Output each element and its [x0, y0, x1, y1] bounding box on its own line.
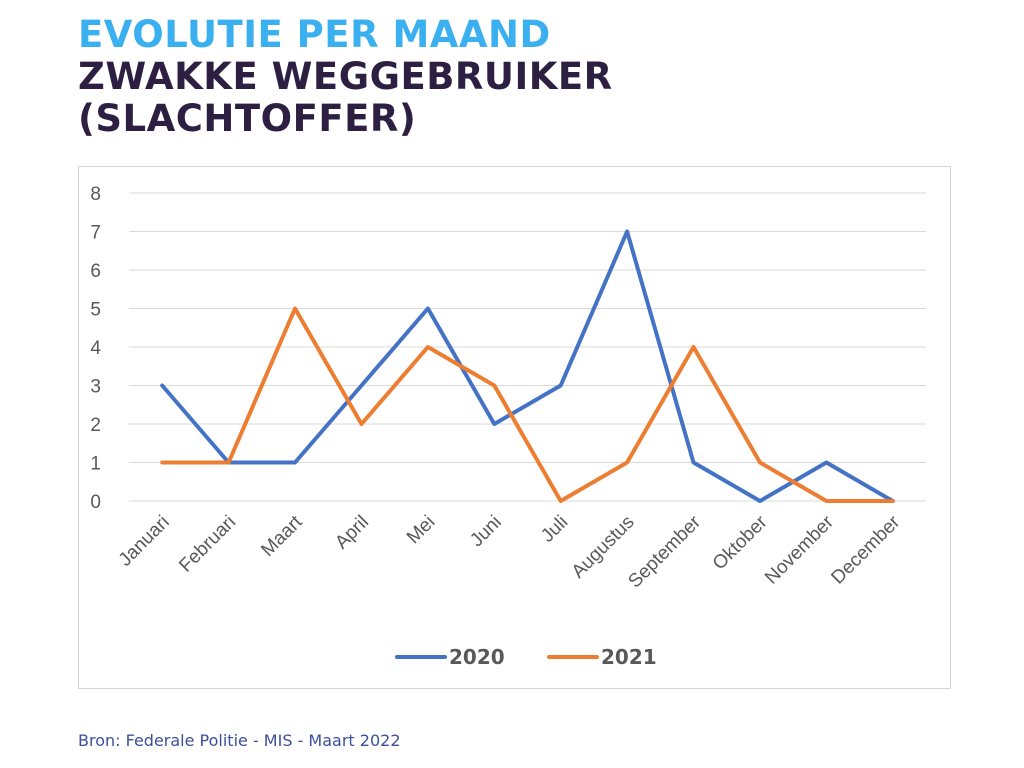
x-tick-label: Juli — [537, 512, 572, 547]
y-tick-label: 4 — [90, 338, 101, 359]
title-line-2: ZWAKKE WEGGEBRUIKER — [78, 55, 613, 98]
line-chart: 0 1 2 3 4 5 6 7 8 Januari Februari Maart April Mei Jun… — [90, 184, 926, 669]
title-block: EVOLUTIE PER MAAND ZWAKKE WEGGEBRUIKER (… — [78, 14, 613, 140]
chart-area: 0 1 2 3 4 5 6 7 8 Januari Februari Maart April Mei Jun… — [78, 166, 951, 689]
y-tick-label: 7 — [90, 223, 101, 244]
source-note: Bron: Federale Politie - MIS - Maart 202… — [78, 731, 401, 750]
y-tick-label: 1 — [90, 454, 101, 475]
y-tick-label: 3 — [90, 377, 101, 398]
x-tick-label: Februari — [175, 512, 240, 577]
x-tick-label: November — [761, 511, 838, 588]
series-line-2020 — [160, 229, 895, 503]
y-tick-label: 2 — [90, 415, 101, 436]
y-tick-label: 8 — [90, 184, 101, 205]
x-tick-label: Juni — [466, 512, 505, 551]
x-tick-label: Oktober — [709, 511, 772, 574]
title-line-3: (SLACHTOFFER) — [78, 97, 417, 140]
x-tick-label: Januari — [115, 512, 174, 571]
y-tick-label: 5 — [90, 300, 101, 321]
x-tick-label: December — [827, 511, 904, 588]
y-tick-label: 6 — [90, 261, 101, 282]
legend-label-2020: 2020 — [449, 645, 505, 669]
x-tick-label: April — [331, 512, 373, 554]
legend-label-2021: 2021 — [601, 645, 657, 669]
series-line-2021 — [160, 306, 895, 503]
x-tick-label: Mei — [403, 512, 440, 549]
y-tick-label: 0 — [90, 492, 101, 513]
x-tick-label: September — [625, 511, 706, 592]
x-tick-label: Maart — [257, 511, 307, 561]
x-tick-label: Augustus — [568, 512, 639, 583]
title-line-1: EVOLUTIE PER MAAND — [78, 13, 551, 56]
